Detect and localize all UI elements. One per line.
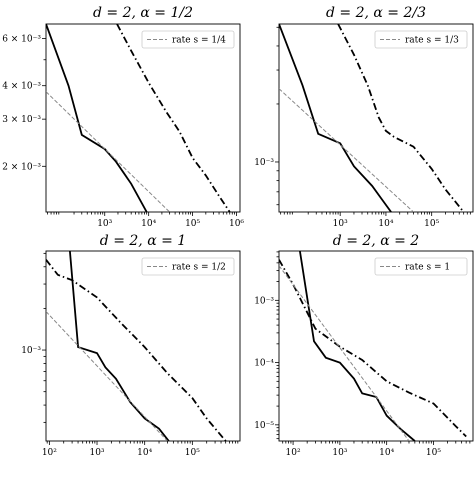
legend bbox=[374, 257, 468, 276]
dashdot-series-line bbox=[116, 24, 231, 212]
solid-series-line bbox=[69, 251, 170, 441]
x-tick-label: 10² bbox=[286, 448, 301, 458]
y-tick-label: 6 × 10⁻³ bbox=[2, 35, 41, 45]
y-tick-label: 3 × 10⁻³ bbox=[2, 115, 41, 125]
x-tick-label: 10⁴ bbox=[137, 448, 152, 458]
x-tick-label: 10³ bbox=[89, 448, 104, 458]
x-tick-label: 10⁵ bbox=[424, 219, 439, 229]
legend bbox=[141, 257, 235, 276]
legend-label: rate s = 1/3 bbox=[405, 36, 459, 46]
x-tick-label: 10² bbox=[42, 448, 57, 458]
axes-frame bbox=[45, 23, 241, 213]
plot-area bbox=[46, 251, 227, 441]
plot-area bbox=[46, 24, 231, 212]
plot-area bbox=[279, 24, 465, 212]
subplot-title: d = 2, α = 2/3 bbox=[326, 5, 426, 21]
legend bbox=[141, 30, 235, 49]
y-tick-label: 10⁻⁵ bbox=[254, 421, 274, 431]
axes-frame bbox=[278, 23, 474, 213]
x-tick-label: 10⁵ bbox=[185, 219, 200, 229]
y-tick-label: 10⁻³ bbox=[21, 346, 41, 356]
rate-reference-line bbox=[279, 88, 414, 212]
rate-reference-line bbox=[279, 265, 410, 441]
solid-series-line bbox=[299, 251, 416, 441]
x-tick-label: 10⁴ bbox=[378, 219, 393, 229]
legend-label: rate s = 1/4 bbox=[172, 36, 226, 46]
x-tick-label: 10⁴ bbox=[141, 219, 156, 229]
solid-series-line bbox=[279, 24, 392, 212]
y-tick-label: 4 × 10⁻³ bbox=[2, 82, 41, 92]
legend bbox=[374, 30, 468, 49]
x-tick-label: 10⁵ bbox=[185, 448, 200, 458]
solid-series-line bbox=[46, 24, 148, 212]
x-tick-label: 10³ bbox=[333, 219, 348, 229]
axes-frame bbox=[278, 250, 474, 442]
x-tick-label: 10⁶ bbox=[229, 219, 244, 229]
y-tick-label: 10⁻³ bbox=[254, 158, 274, 168]
dashdot-series-line bbox=[279, 259, 467, 438]
dashdot-series-line bbox=[337, 24, 465, 212]
x-tick-label: 10⁴ bbox=[379, 448, 394, 458]
subplot-4: 10² 10³ 10⁴ 10⁵ 10⁻³ 10⁻⁴ 10⁻⁵ rate s = 1 d = 2,… bbox=[254, 233, 474, 458]
rate-reference-line bbox=[46, 311, 168, 441]
y-tick-label: 10⁻⁴ bbox=[254, 359, 274, 369]
rate-reference-line bbox=[46, 91, 170, 212]
subplot-3: 10² 10³ 10⁴ 10⁵ 10⁻³ rate s = 1/2 d = 2, α = 1 bbox=[21, 233, 241, 458]
legend-label: rate s = 1/2 bbox=[172, 263, 226, 273]
subplot-title: d = 2, α = 1/2 bbox=[93, 5, 193, 21]
subplot-title: d = 2, α = 1 bbox=[100, 233, 186, 249]
plot-area bbox=[279, 251, 467, 441]
x-tick-label: 10³ bbox=[332, 448, 347, 458]
subplot-2: 10³ 10⁴ 10⁵ 10⁻³ rate s = 1/3 d = 2, α = 2/3 bbox=[254, 5, 474, 229]
subplot-title: d = 2, α = 2 bbox=[333, 233, 419, 249]
x-tick-label: 10⁵ bbox=[426, 448, 441, 458]
legend-label: rate s = 1 bbox=[405, 263, 450, 273]
x-tick-label: 10³ bbox=[97, 219, 112, 229]
y-tick-label: 2 × 10⁻³ bbox=[2, 162, 41, 172]
y-tick-label: 10⁻³ bbox=[254, 296, 274, 306]
subplot-1: 10³ 10⁴ 10⁵ 10⁶ 6 × 10⁻³ 4 × 10⁻³ 3 × 10⁻³ 2 × … bbox=[2, 5, 244, 229]
